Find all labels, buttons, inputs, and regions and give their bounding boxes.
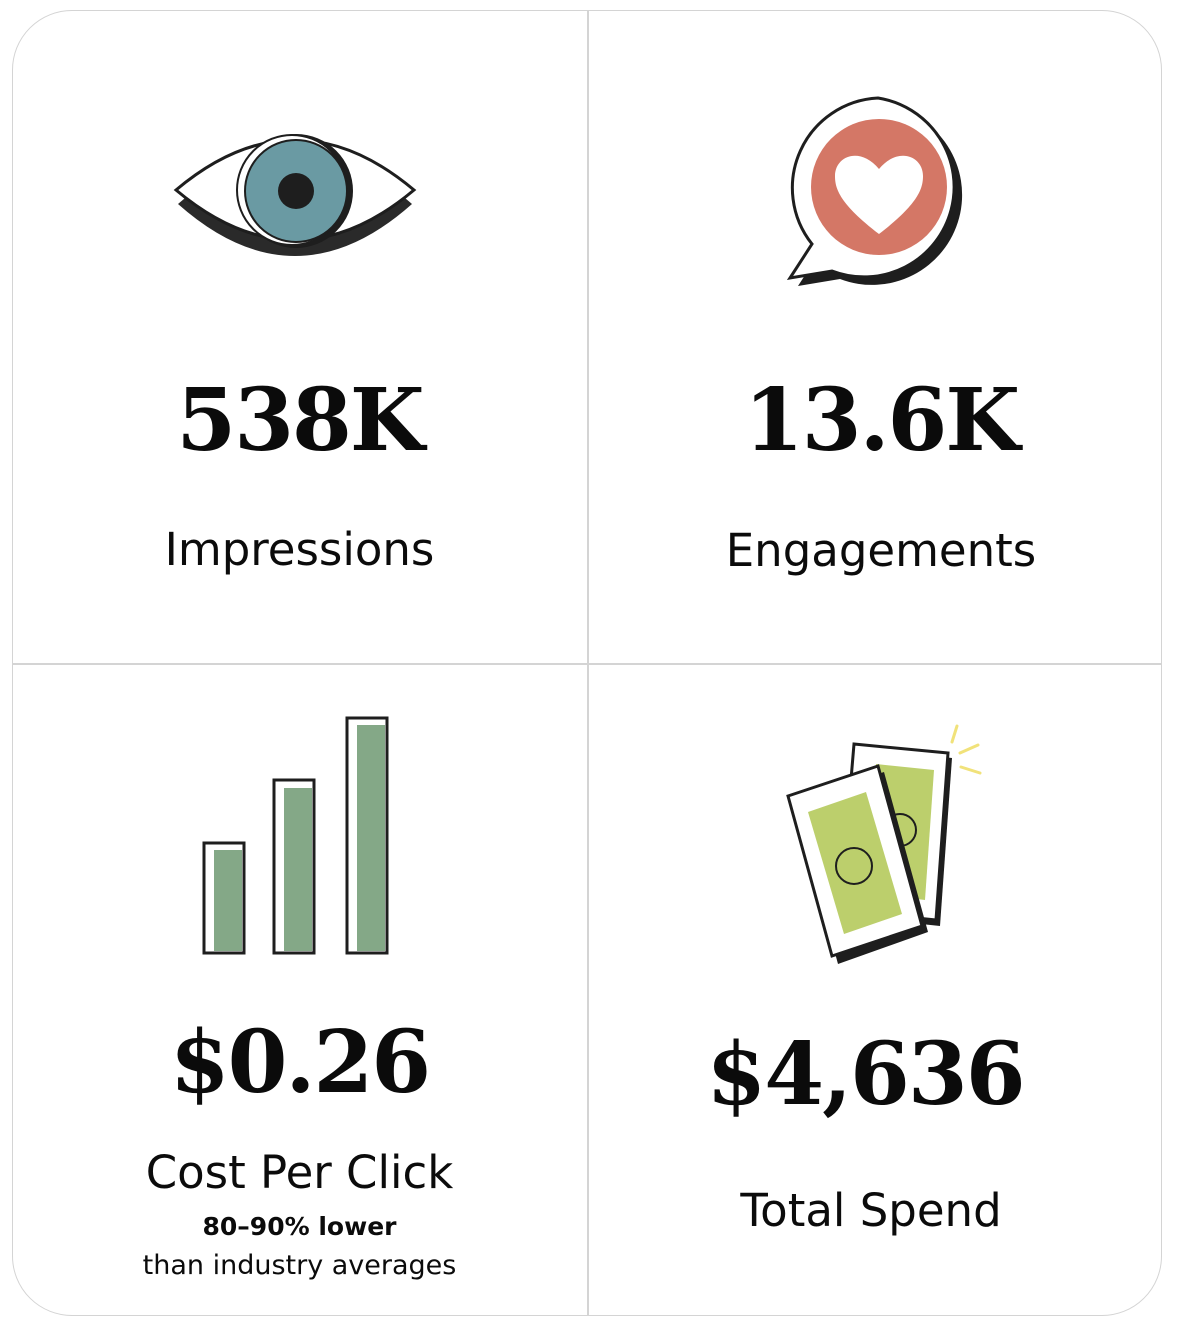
impressions-value: 538K (176, 370, 424, 471)
impressions-label: Impressions (164, 523, 435, 576)
cost-per-click-label: Cost Per Click (145, 1146, 454, 1199)
money-bills-icon (786, 724, 982, 964)
sparkle-icon (950, 724, 982, 775)
total-spend-value: $4,636 (706, 1024, 1025, 1125)
cost-per-click-note-bold: 80–90% lower (202, 1212, 397, 1241)
horizontal-divider (12, 663, 1162, 665)
total-spend-label: Total Spend (740, 1184, 1002, 1237)
bar-chart-icon (202, 716, 389, 955)
cost-per-click-note: than industry averages (142, 1250, 457, 1281)
engagements-value: 13.6K (743, 370, 1020, 471)
engagements-label: Engagements (725, 524, 1037, 577)
eye-icon (173, 134, 417, 256)
heart-speech-bubble-icon (786, 96, 963, 286)
cost-per-click-value: $0.26 (169, 1012, 431, 1113)
